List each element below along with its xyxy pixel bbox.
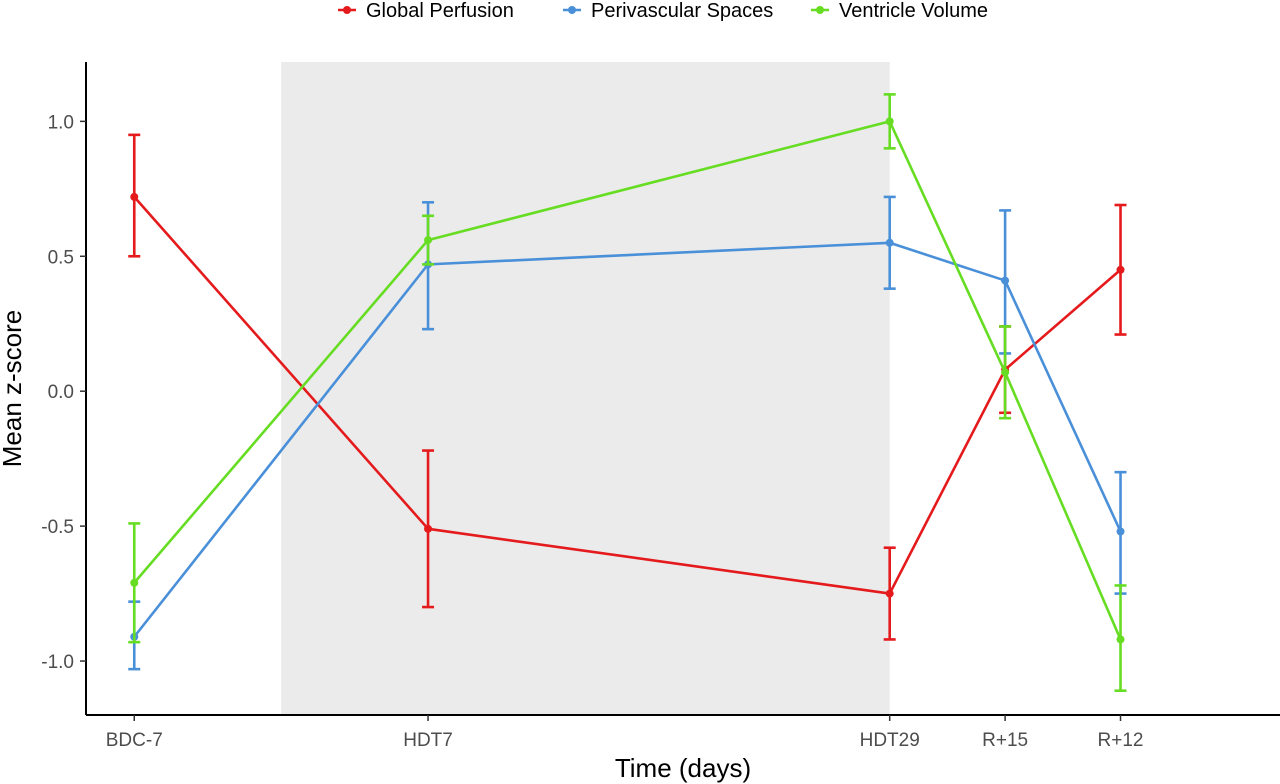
x-tick-label: BDC-7: [106, 730, 163, 751]
data-point: [424, 524, 433, 533]
y-tick-label: 1.0: [48, 112, 74, 133]
series-layer: [128, 93, 1127, 693]
legend-label: Global Perfusion: [366, 0, 514, 22]
x-tick-label: HDT7: [403, 730, 453, 751]
legend-item: Ventricle Volume: [811, 0, 988, 22]
data-point: [1001, 276, 1010, 285]
x-tick-label: HDT29: [860, 730, 920, 751]
series-ventricle-volume: [128, 93, 1127, 693]
legend-swatch-point: [568, 6, 576, 14]
data-point: [1116, 265, 1125, 274]
legend-swatch-point: [343, 6, 351, 14]
data-point: [1116, 635, 1125, 644]
legend-label: Ventricle Volume: [839, 0, 988, 22]
data-point: [885, 589, 894, 598]
shaded-region-layer: [281, 62, 890, 715]
y-axis-title: Mean z-score: [0, 310, 27, 468]
data-point: [885, 238, 894, 247]
x-tick-label: R+12: [1098, 730, 1144, 751]
x-axis-title: Time (days): [615, 753, 751, 783]
y-tick-label: 0.5: [48, 247, 74, 268]
y-tick-label: -0.5: [41, 517, 74, 538]
data-point: [424, 236, 433, 245]
legend-swatch-point: [816, 6, 824, 14]
shaded-region: [281, 62, 890, 715]
data-point: [130, 192, 139, 201]
legend-item: Global Perfusion: [338, 0, 514, 22]
y-tick-label: -1.0: [41, 652, 74, 673]
data-point: [1001, 368, 1010, 377]
legend-label: Perivascular Spaces: [591, 0, 773, 22]
axes: -1.0 -0.5 0.0 0.5 1.0 BDC-7 HDT7 HDT29 R+15 R+12: [41, 62, 1280, 751]
y-tick-label: 0.0: [48, 382, 74, 403]
data-point: [130, 578, 139, 587]
legend-item: Perivascular Spaces: [563, 0, 773, 22]
data-point: [1116, 527, 1125, 536]
legend: Global Perfusion Perivascular Spaces Ventr…: [338, 0, 988, 22]
x-tick-label: R+15: [982, 730, 1028, 751]
data-point: [885, 117, 894, 126]
